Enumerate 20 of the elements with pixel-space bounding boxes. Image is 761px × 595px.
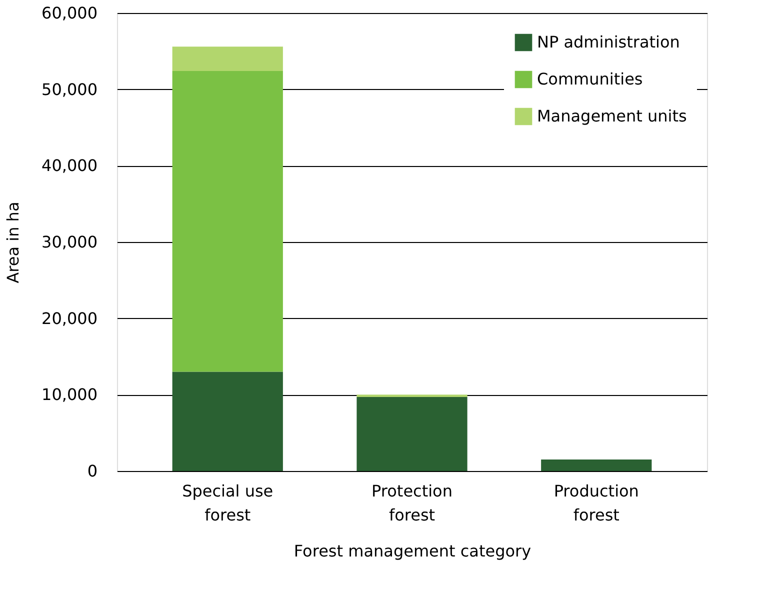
x-tick-label: Production forest xyxy=(554,482,639,524)
bar xyxy=(172,372,283,471)
legend-label: NP administration xyxy=(537,32,680,52)
x-tick-label: Special use forest xyxy=(182,482,274,524)
bar xyxy=(172,46,283,72)
bar xyxy=(356,396,468,471)
y-tick-label: 40,000 xyxy=(42,156,98,176)
y-tick-label: 0 xyxy=(87,462,98,480)
y-tick-label: 20,000 xyxy=(42,308,98,328)
y-tick-label: 10,000 xyxy=(42,385,98,404)
y-axis-title: Area in ha xyxy=(4,202,23,284)
y-tick-label: 60,000 xyxy=(42,4,98,22)
x-tick-label: Protection forest xyxy=(372,482,452,524)
legend-label: Management units xyxy=(537,106,687,126)
y-tick-label: 30,000 xyxy=(42,232,98,252)
bar xyxy=(541,460,652,471)
legend-label: Communities xyxy=(537,70,643,88)
x-axis-title: Forest management category xyxy=(294,542,532,560)
y-tick-label: 50,000 xyxy=(42,80,98,99)
bar xyxy=(172,71,283,372)
